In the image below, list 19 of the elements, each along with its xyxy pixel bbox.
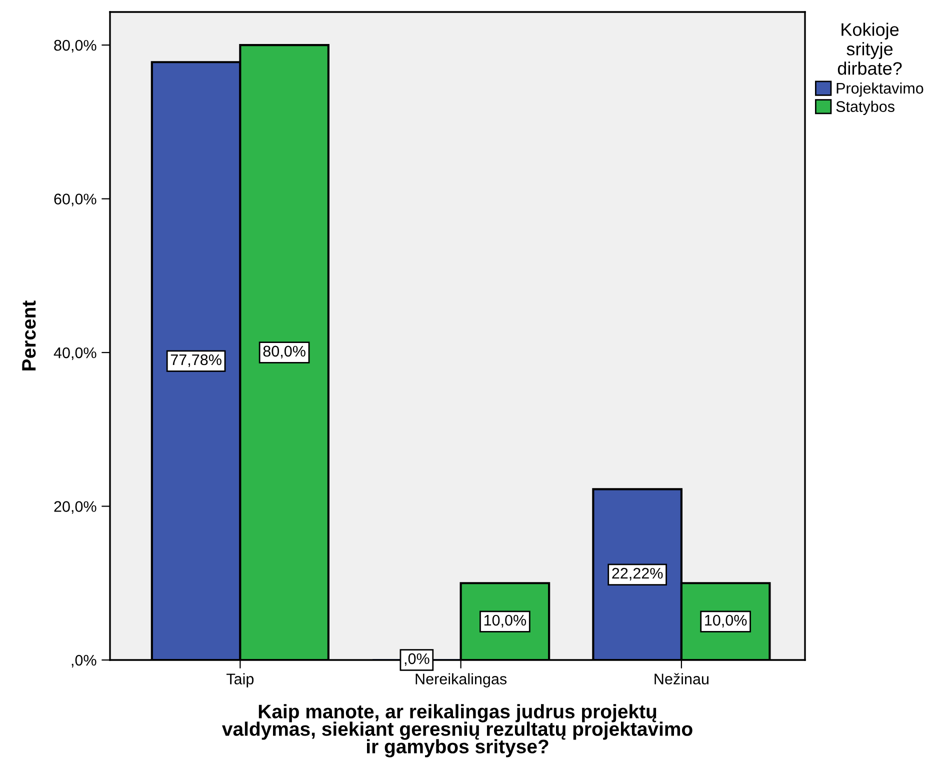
legend-label: Statybos: [836, 100, 894, 116]
data-label: 77,78%: [170, 354, 222, 367]
y-tick-label: ,0%: [72, 654, 96, 668]
legend-label: Projektavimo: [836, 82, 924, 97]
data-label: ,0%: [404, 653, 430, 666]
data-label: 22,22%: [612, 568, 663, 581]
data-label: 10,0%: [705, 614, 747, 628]
y-tick-label: 80,0%: [54, 40, 96, 53]
y-tick-label: 60,0%: [54, 194, 96, 206]
y-tick-label: 40,0%: [54, 347, 96, 360]
x-axis-title: Kaip manote, ar reikalingas judrus projektų valdymas, siekiant geresnių rezultatų projektavimo ir gamybos srityse?: [222, 704, 692, 758]
data-label: 10,0%: [484, 614, 526, 628]
y-axis-title: Percent: [22, 300, 36, 370]
legend-title: Kokioje srityje dirbate?: [838, 22, 902, 75]
y-tick-label: 20,0%: [54, 501, 96, 514]
x-tick-label: Taip: [226, 673, 254, 688]
data-label: 80,0%: [263, 346, 306, 358]
x-tick-label: Nežinau: [654, 673, 708, 684]
x-tick-label: Nereikalingas: [416, 673, 507, 688]
